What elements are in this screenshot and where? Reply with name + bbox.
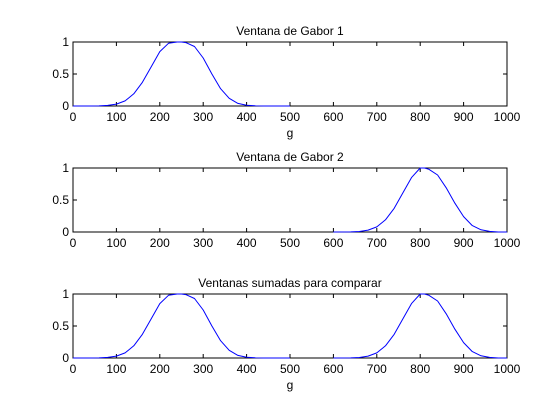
x-tick-label: 1000 <box>494 362 521 376</box>
series-line-1 <box>73 293 290 359</box>
axes-box <box>72 41 508 107</box>
y-tick-label: 1 <box>62 161 69 175</box>
x-tick-label: 600 <box>323 236 343 250</box>
y-tick-label: 0 <box>62 351 69 365</box>
x-tick-label: 800 <box>410 362 430 376</box>
subplot-2: 0 100 200 300 400 500 600 700 800 900 1000 0 0.5 1 Ven… <box>52 150 520 250</box>
x-tick-label: 300 <box>193 110 213 124</box>
x-tick-label: 400 <box>237 236 257 250</box>
x-tick-label: 500 <box>280 236 300 250</box>
x-tick-label: 500 <box>280 110 300 124</box>
axes-box <box>72 167 508 233</box>
subplot-title: Ventana de Gabor 2 <box>236 150 344 164</box>
y-tick-label: 1 <box>62 287 69 301</box>
x-tick-label: 200 <box>150 110 170 124</box>
x-tick-label: 100 <box>106 110 126 124</box>
x-tick-label: 0 <box>70 362 77 376</box>
x-tick-label: 700 <box>367 236 387 250</box>
x-tick-label: 200 <box>150 236 170 250</box>
x-tick-label: 900 <box>454 362 474 376</box>
x-tick-label: 1000 <box>494 236 521 250</box>
x-tick-label: 900 <box>454 110 474 124</box>
y-tick-label: 1 <box>62 35 69 49</box>
x-tick-label: 400 <box>237 110 257 124</box>
x-tick-label: 100 <box>106 236 126 250</box>
axes-box <box>72 293 508 359</box>
y-tick-label: 0 <box>62 99 69 113</box>
subplot-1: 0 100 200 300 400 500 600 700 800 900 1000 0 0.5 1 Ven… <box>52 24 520 140</box>
x-tick-label: 300 <box>193 236 213 250</box>
x-tick-label: 500 <box>280 362 300 376</box>
x-tick-label: 900 <box>454 236 474 250</box>
series-line-1 <box>73 41 290 107</box>
x-tick-label: 200 <box>150 362 170 376</box>
x-tick-label: 600 <box>323 362 343 376</box>
x-tick-label: 300 <box>193 362 213 376</box>
subplot-title: Ventanas sumadas para comparar <box>198 276 381 290</box>
x-tick-label: 1000 <box>494 110 521 124</box>
y-tick-label: 0 <box>62 225 69 239</box>
x-tick-label: 800 <box>410 236 430 250</box>
x-tick-label: 800 <box>410 110 430 124</box>
subplot-title: Ventana de Gabor 1 <box>236 24 344 38</box>
x-tick-label: 0 <box>70 110 77 124</box>
x-tick-label: 0 <box>70 236 77 250</box>
y-tick-label: 0.5 <box>52 67 69 81</box>
x-tick-label: 700 <box>367 110 387 124</box>
x-tick-label: 100 <box>106 362 126 376</box>
x-axis-label: g <box>287 126 294 140</box>
x-axis-label: g <box>287 378 294 392</box>
subplot-3: 0 100 200 300 400 500 600 700 800 900 1000 0 0.5 1 Ven… <box>52 276 520 392</box>
series-line-2 <box>333 293 507 359</box>
series-line-1 <box>333 167 507 233</box>
x-tick-label: 700 <box>367 362 387 376</box>
x-tick-label: 600 <box>323 110 343 124</box>
y-tick-label: 0.5 <box>52 319 69 333</box>
y-tick-label: 0.5 <box>52 193 69 207</box>
x-tick-label: 400 <box>237 362 257 376</box>
